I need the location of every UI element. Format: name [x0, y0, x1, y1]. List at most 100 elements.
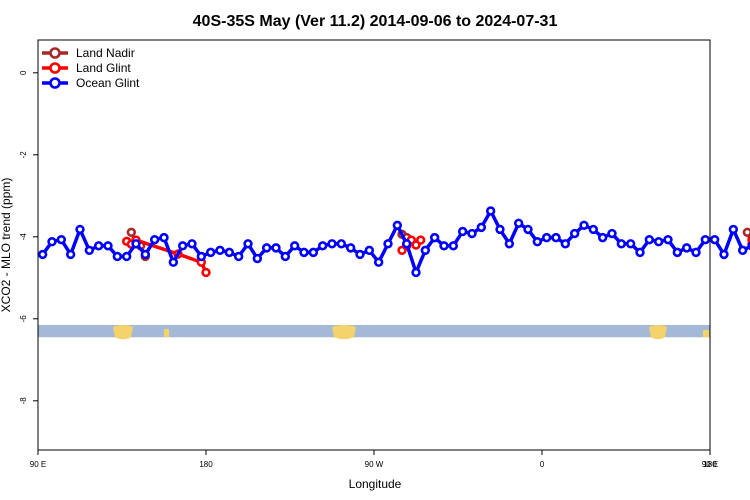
data-point	[261, 243, 272, 253]
legend-item: Ocean Glint	[42, 76, 140, 90]
data-point	[513, 218, 524, 228]
data-point	[299, 247, 309, 258]
data-point	[215, 245, 225, 256]
data-point	[616, 239, 627, 249]
data-point	[476, 222, 487, 233]
data-point	[467, 228, 477, 239]
data-point	[112, 251, 123, 262]
data-point	[485, 206, 496, 216]
data-point	[187, 239, 197, 249]
data-point	[280, 251, 291, 262]
legend-marker	[49, 77, 61, 89]
data-point	[700, 234, 711, 245]
y-tick-label: -6	[19, 315, 28, 323]
x-tick-label: 90 E	[702, 460, 718, 469]
data-point	[504, 239, 515, 249]
data-point	[336, 239, 347, 249]
x-axis-label: Longitude	[349, 477, 402, 491]
data-point	[411, 267, 421, 278]
data-point	[415, 235, 426, 245]
y-axis-label: XCO2 - MLO trend (ppm)	[0, 178, 13, 313]
data-point	[149, 234, 160, 245]
data-point	[271, 243, 281, 253]
legend-marker	[49, 47, 61, 59]
series-line	[41, 209, 750, 275]
data-point	[737, 245, 748, 256]
land-patch-south-america	[332, 324, 356, 340]
data-point	[308, 247, 319, 258]
data-point	[383, 239, 393, 249]
data-point	[75, 224, 85, 235]
data-point	[37, 249, 48, 260]
data-point	[401, 239, 412, 249]
data-point	[177, 241, 188, 251]
data-point	[523, 224, 533, 235]
data-point	[742, 227, 750, 237]
land-patch-edge	[703, 329, 709, 338]
land-strip	[38, 324, 710, 340]
data-point	[205, 247, 216, 258]
y-tick-label: 0	[19, 70, 28, 75]
land-patch-new-zealand	[164, 328, 169, 338]
data-point	[691, 247, 701, 258]
data-point	[569, 228, 580, 239]
legend-item: Land Glint	[42, 61, 131, 75]
x-tick-label: 180	[703, 460, 717, 469]
data-point	[65, 249, 76, 260]
data-point	[653, 237, 664, 247]
data-point	[196, 251, 207, 262]
data-point	[709, 234, 720, 245]
data-point	[644, 234, 655, 245]
data-point	[289, 241, 300, 251]
data-point	[495, 224, 505, 235]
data-point	[448, 241, 459, 251]
data-point	[84, 245, 95, 256]
data-point	[625, 239, 636, 249]
data-point	[607, 228, 617, 239]
land-patch-africa	[649, 324, 667, 340]
series-layer	[37, 206, 750, 278]
data-point	[681, 243, 692, 253]
data-point	[672, 247, 683, 258]
x-tick-label: 90 W	[365, 460, 384, 469]
legend-label: Ocean Glint	[76, 76, 140, 90]
data-point	[159, 232, 169, 243]
data-point	[579, 220, 589, 231]
x-tick-label: 90 E	[30, 460, 46, 469]
data-point	[719, 249, 729, 260]
data-point	[140, 249, 151, 260]
data-point	[56, 234, 67, 245]
data-point	[728, 224, 739, 235]
legend-item: Land Nadir	[42, 46, 135, 60]
data-point	[392, 220, 403, 231]
data-point	[243, 239, 253, 249]
data-point	[597, 232, 608, 243]
data-point	[560, 239, 571, 249]
data-point	[588, 224, 599, 235]
x-tick-label: 180	[199, 460, 213, 469]
data-point	[457, 226, 468, 237]
data-point	[224, 247, 235, 258]
chart-title: 40S-35S May (Ver 11.2) 2014-09-06 to 202…	[193, 13, 558, 30]
data-point	[373, 257, 384, 267]
data-point	[317, 241, 328, 251]
data-point	[663, 234, 673, 245]
ocean-band	[38, 324, 710, 338]
data-point	[541, 232, 552, 243]
data-point	[532, 237, 543, 247]
land-patch-australia	[113, 324, 133, 340]
data-point	[327, 239, 337, 249]
y-axis: 0 -2 -4 -6 -8	[19, 70, 38, 404]
x-tick-label: 0	[540, 460, 545, 469]
y-tick-label: -2	[19, 151, 28, 159]
data-point	[429, 232, 440, 243]
legend-label: Land Nadir	[76, 46, 135, 60]
data-point	[635, 247, 645, 258]
data-point	[121, 251, 132, 262]
legend-marker	[49, 62, 61, 74]
data-point	[126, 227, 137, 237]
data-point	[439, 241, 449, 251]
data-point	[103, 241, 113, 251]
